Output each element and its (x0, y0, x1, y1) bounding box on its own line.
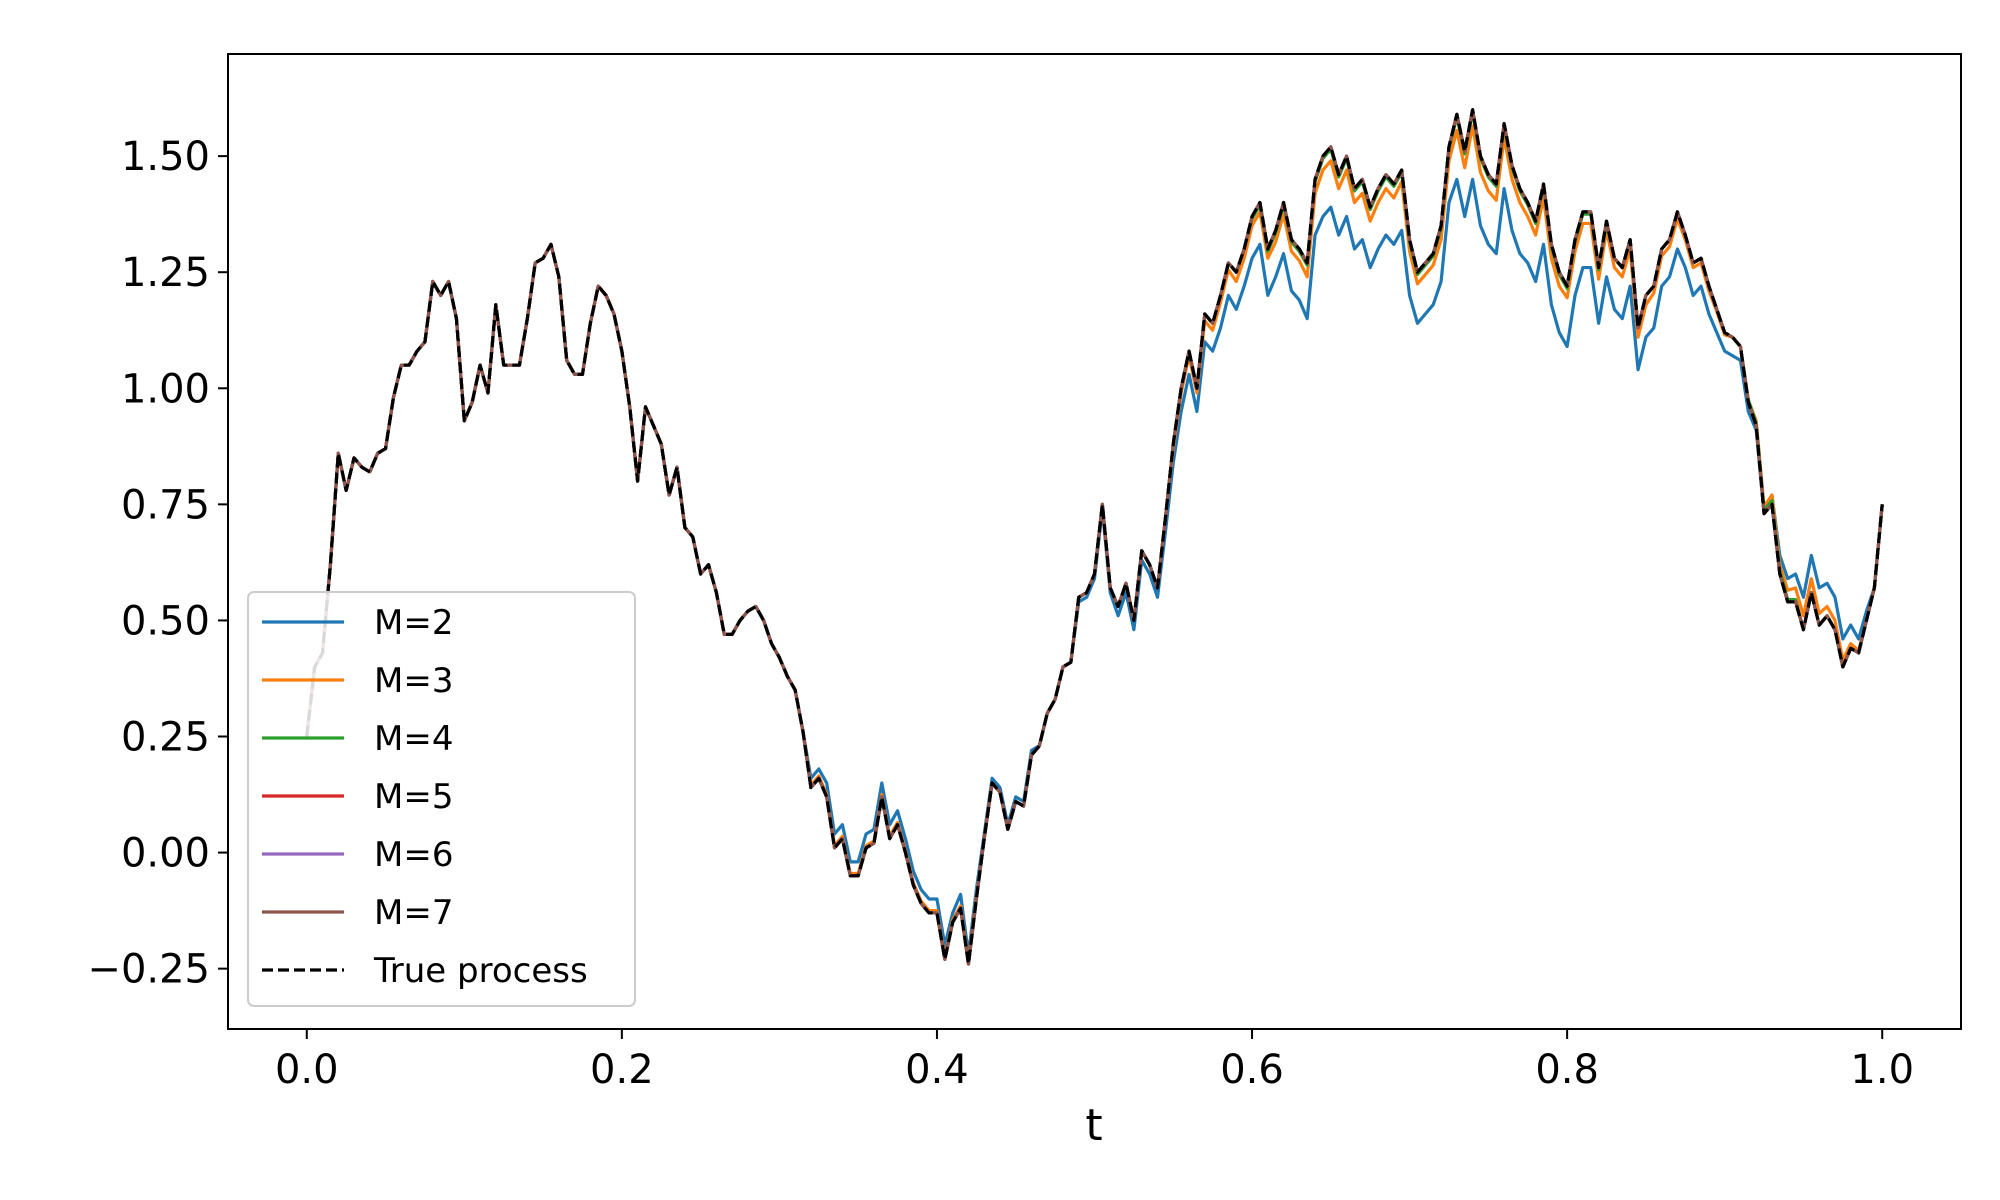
x-tick-label: 0.8 (1535, 1047, 1599, 1093)
y-tick-label: 0.75 (121, 482, 210, 528)
legend-box (247, 591, 636, 1007)
y-tick-label: 1.25 (121, 250, 210, 296)
x-tick-label: 0.0 (275, 1047, 339, 1093)
legend-label: True process (373, 951, 588, 991)
series-line-true-process (305, 108, 1884, 966)
y-tick-label: 1.00 (121, 366, 210, 412)
legend-label: M=4 (374, 719, 453, 759)
y-tick-label: 0.25 (121, 715, 210, 761)
y-axis: −0.25 0.00 0.25 0.50 0.75 1.00 1.25 1.50 (87, 134, 228, 993)
x-axis-label: t (1085, 1100, 1102, 1151)
series-layer (305, 108, 1884, 966)
plot-frame (227, 53, 1962, 1030)
legend-label: M=2 (374, 603, 453, 643)
x-tick-label: 0.4 (905, 1047, 969, 1093)
x-tick-label: 1.0 (1850, 1047, 1914, 1093)
y-tick-label: 0.00 (121, 831, 210, 877)
x-tick-label: 0.2 (590, 1047, 654, 1093)
x-tick-label: 0.6 (1220, 1047, 1284, 1093)
legend-label: M=3 (374, 661, 453, 701)
legend-label: M=6 (374, 835, 453, 875)
legend: M=2 M=3 M=4 M=5 M=6 M=7 True process (247, 591, 636, 1007)
legend-label: M=7 (374, 893, 453, 933)
y-tick-label: 0.50 (121, 598, 210, 644)
y-tick-label: −0.25 (87, 947, 210, 993)
legend-label: M=5 (374, 777, 453, 817)
y-tick-label: 1.50 (121, 134, 210, 180)
x-axis: 0.0 0.2 0.4 0.6 0.8 1.0 (275, 1029, 1914, 1093)
